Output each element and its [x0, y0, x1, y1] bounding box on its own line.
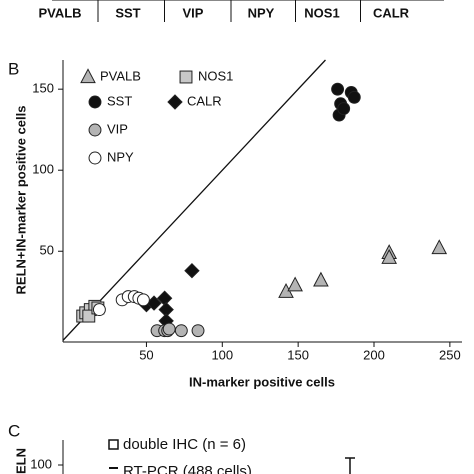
legend-marker: [88, 123, 102, 137]
point: [313, 271, 329, 287]
point: [191, 324, 205, 338]
column-label: NPY: [248, 5, 275, 20]
point: [331, 82, 345, 96]
y-axis-label: RELN: [13, 448, 28, 474]
legend-label: NPY: [107, 149, 134, 164]
column-label: CALR: [373, 5, 410, 20]
y-tick-label: 50: [40, 243, 54, 258]
point: [287, 276, 303, 292]
point: [347, 90, 361, 104]
panel-label: B: [8, 59, 19, 78]
legend-marker: [108, 439, 119, 450]
legend-label: SST: [107, 93, 132, 108]
column-label: NOS1: [304, 5, 339, 20]
point: [381, 248, 398, 264]
point: [136, 293, 150, 307]
point: [337, 102, 351, 116]
point: [92, 303, 106, 317]
y-tick-label: 100: [30, 456, 52, 471]
legend-marker: [80, 68, 96, 84]
x-tick-label: 250: [439, 347, 461, 362]
legend-label: VIP: [107, 121, 128, 136]
legend-label: double IHC (n = 6): [123, 436, 246, 453]
point: [162, 322, 176, 336]
point: [82, 309, 96, 323]
legend-label: RT-PCR (488 cells): [123, 463, 252, 474]
legend-marker: [88, 95, 102, 109]
x-tick-label: 200: [363, 347, 385, 362]
point: [174, 324, 188, 338]
legend-marker: [179, 70, 193, 84]
y-tick-label: 100: [32, 162, 54, 177]
y-tick-label: 150: [32, 81, 54, 96]
legend-marker: [88, 151, 102, 165]
legend-label: CALR: [187, 93, 222, 108]
x-tick-label: 150: [287, 347, 309, 362]
column-label: SST: [115, 5, 140, 20]
x-tick-label: 50: [139, 347, 153, 362]
panel-label: C: [8, 421, 20, 440]
point: [184, 262, 200, 279]
legend-label: NOS1: [198, 68, 233, 83]
column-label: PVALB: [38, 5, 81, 20]
legend-label: PVALB: [100, 68, 141, 83]
x-tick-label: 100: [211, 347, 233, 362]
point: [431, 239, 448, 255]
reference-line: [62, 59, 326, 341]
y-axis-label: RELN+IN-marker positive cells: [13, 106, 28, 295]
column-label: VIP: [183, 5, 204, 20]
legend-marker: [167, 94, 183, 110]
x-axis-label: IN-marker positive cells: [189, 374, 335, 389]
